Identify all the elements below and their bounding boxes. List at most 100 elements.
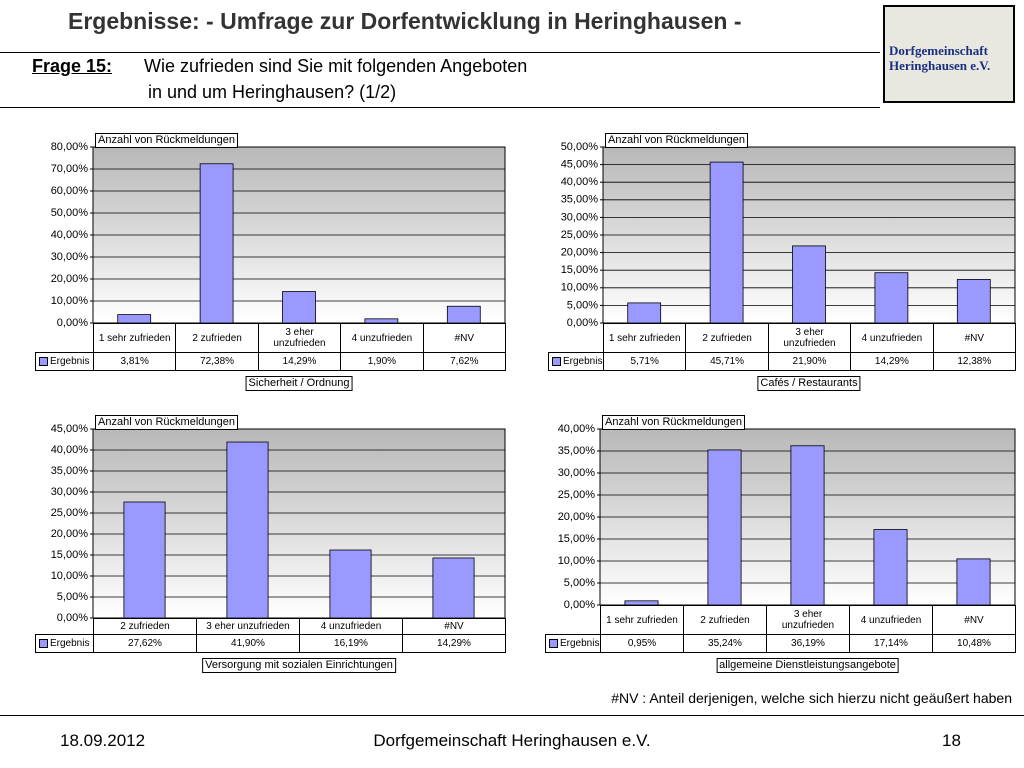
y-tick-label: 30,00% bbox=[558, 467, 596, 479]
bar bbox=[709, 161, 744, 324]
y-tick-label: 25,00% bbox=[51, 507, 89, 519]
category-cell: 2 zufrieden bbox=[683, 605, 767, 635]
chart-caption: Cafés / Restaurants bbox=[757, 376, 861, 391]
y-tick-label: 0,00% bbox=[57, 612, 88, 624]
bar bbox=[329, 549, 372, 619]
chart-caption: Versorgung mit sozialen Einrichtungen bbox=[202, 658, 396, 673]
category-cell: #NV bbox=[422, 323, 506, 353]
chart-title: Anzahl von Rückmeldungen bbox=[95, 415, 238, 430]
bar bbox=[282, 291, 316, 324]
value-cell: 7,62% bbox=[422, 352, 506, 371]
bar bbox=[707, 449, 742, 606]
legend-label: Ergebnis bbox=[50, 356, 90, 367]
legend-key bbox=[549, 639, 558, 648]
y-tick-label: 70,00% bbox=[51, 163, 89, 175]
category-cell: 4 unzufrieden bbox=[850, 323, 934, 353]
y-tick-label: 0,00% bbox=[567, 317, 598, 329]
value-cell: 16,19% bbox=[299, 634, 403, 653]
y-tick-label: 45,00% bbox=[51, 423, 89, 435]
question-label: Frage 15: bbox=[32, 56, 113, 76]
bar bbox=[790, 445, 825, 606]
note: #NV : Anteil derjenigen, welche sich hie… bbox=[611, 690, 1012, 706]
value-cell: 0,95% bbox=[600, 634, 684, 653]
rule bbox=[0, 107, 880, 108]
legend-label: Ergebnis bbox=[560, 638, 600, 649]
y-tick-label: 80,00% bbox=[51, 141, 89, 153]
category-cell: 2 zufrieden bbox=[93, 618, 197, 635]
y-tick-label: 20,00% bbox=[561, 247, 599, 259]
value-cell: 17,14% bbox=[849, 634, 933, 653]
legend-cell: Ergebnis bbox=[548, 352, 604, 371]
category-cell: 3 eher unzufrieden bbox=[767, 323, 852, 353]
category-cell: #NV bbox=[932, 605, 1016, 635]
y-tick-label: 0,00% bbox=[564, 599, 595, 611]
y-tick-label: 40,00% bbox=[51, 229, 89, 241]
value-cell: 27,62% bbox=[93, 634, 197, 653]
y-tick-label: 5,00% bbox=[57, 591, 88, 603]
value-cell: 41,90% bbox=[196, 634, 300, 653]
bar bbox=[956, 558, 991, 606]
y-tick-label: 20,00% bbox=[51, 528, 89, 540]
bar bbox=[226, 441, 269, 619]
category-cell: 3 eher unzufrieden bbox=[766, 605, 850, 635]
y-tick-label: 15,00% bbox=[558, 533, 596, 545]
y-tick-label: 25,00% bbox=[561, 229, 599, 241]
y-tick-label: 15,00% bbox=[51, 549, 89, 561]
bar bbox=[199, 163, 234, 324]
logo-text: Dorfgemeinschaft bbox=[889, 43, 988, 58]
y-tick-label: 45,00% bbox=[561, 159, 599, 171]
y-tick-label: 5,00% bbox=[567, 299, 598, 311]
y-tick-label: 35,00% bbox=[561, 194, 599, 206]
category-cell: 3 eher unzufrieden bbox=[257, 323, 342, 353]
slide-title: Ergebnisse: - Umfrage zur Dorfentwicklun… bbox=[68, 8, 742, 34]
y-tick-label: 60,00% bbox=[51, 185, 89, 197]
value-cell: 3,81% bbox=[93, 352, 177, 371]
y-tick-label: 10,00% bbox=[561, 282, 599, 294]
category-cell: 1 sehr zufrieden bbox=[600, 605, 684, 635]
value-cell: 45,71% bbox=[685, 352, 769, 371]
y-tick-label: 0,00% bbox=[57, 317, 88, 329]
bar bbox=[627, 302, 662, 324]
value-cell: 14,29% bbox=[257, 352, 342, 371]
y-tick-label: 10,00% bbox=[51, 295, 89, 307]
y-tick-label: 40,00% bbox=[558, 423, 596, 435]
y-tick-label: 50,00% bbox=[51, 207, 89, 219]
legend-label: Ergebnis bbox=[563, 356, 603, 367]
y-tick-label: 30,00% bbox=[51, 251, 89, 263]
bar bbox=[432, 557, 475, 619]
value-cell: 35,24% bbox=[683, 634, 767, 653]
legend-key bbox=[39, 357, 48, 366]
category-cell: #NV bbox=[402, 618, 506, 635]
y-tick-label: 10,00% bbox=[51, 570, 89, 582]
y-tick-label: 20,00% bbox=[51, 273, 89, 285]
footer-page: 18 bbox=[942, 731, 961, 750]
y-tick-label: 30,00% bbox=[51, 486, 89, 498]
y-tick-label: 40,00% bbox=[561, 176, 599, 188]
category-cell: #NV bbox=[932, 323, 1016, 353]
y-tick-label: 15,00% bbox=[561, 264, 599, 276]
chart-title: Anzahl von Rückmeldungen bbox=[95, 133, 238, 148]
chart-caption: allgemeine Dienstleistungsangebote bbox=[716, 658, 899, 673]
legend-cell: Ergebnis bbox=[35, 634, 94, 653]
category-cell: 4 unzufrieden bbox=[299, 618, 403, 635]
y-tick-label: 10,00% bbox=[558, 555, 596, 567]
legend-cell: Ergebnis bbox=[545, 634, 601, 653]
value-cell: 72,38% bbox=[175, 352, 259, 371]
y-tick-label: 40,00% bbox=[51, 444, 89, 456]
y-tick-label: 35,00% bbox=[51, 465, 89, 477]
bar bbox=[873, 529, 908, 606]
bar bbox=[117, 314, 152, 324]
y-tick-label: 20,00% bbox=[558, 511, 596, 523]
bar bbox=[123, 501, 166, 619]
question-line: Wie zufrieden sind Sie mit folgenden Ang… bbox=[144, 56, 528, 76]
y-tick-label: 5,00% bbox=[564, 577, 595, 589]
y-tick-label: 35,00% bbox=[558, 445, 596, 457]
footer-organization: Dorfgemeinschaft Heringhausen e.V. bbox=[373, 731, 651, 750]
value-cell: 10,48% bbox=[932, 634, 1016, 653]
value-cell: 36,19% bbox=[766, 634, 850, 653]
category-cell: 2 zufrieden bbox=[685, 323, 769, 353]
value-cell: 14,29% bbox=[850, 352, 934, 371]
value-cell: 5,71% bbox=[603, 352, 687, 371]
category-cell: 1 sehr zufrieden bbox=[93, 323, 177, 353]
